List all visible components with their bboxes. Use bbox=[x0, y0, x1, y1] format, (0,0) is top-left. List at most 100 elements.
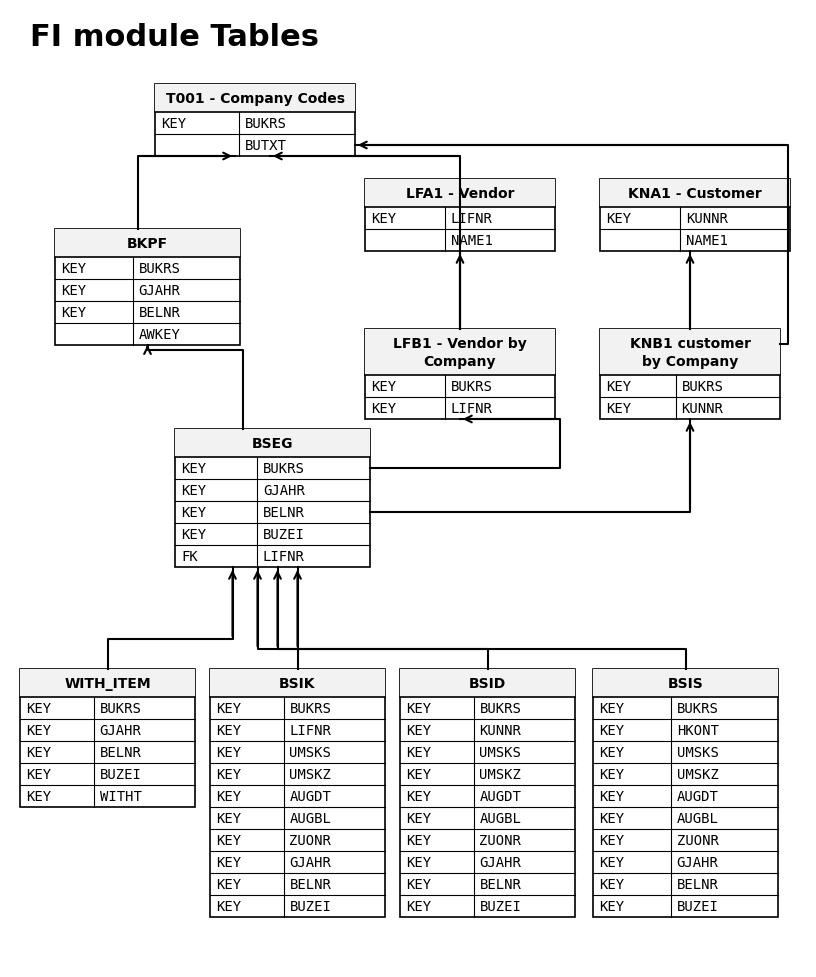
Bar bbox=[600, 180, 790, 208]
Bar bbox=[593, 669, 778, 917]
Text: KEY: KEY bbox=[216, 811, 241, 826]
Text: BELNR: BELNR bbox=[480, 877, 521, 891]
Text: KEY: KEY bbox=[599, 767, 624, 782]
Bar bbox=[175, 430, 370, 568]
Bar bbox=[155, 85, 355, 157]
Text: UMSKZ: UMSKZ bbox=[676, 767, 719, 782]
Text: KEY: KEY bbox=[216, 745, 241, 759]
Bar bbox=[600, 180, 790, 252]
Text: KEY: KEY bbox=[26, 789, 51, 803]
Text: BKPF: BKPF bbox=[127, 236, 168, 251]
Bar bbox=[365, 180, 555, 208]
Text: LIFNR: LIFNR bbox=[263, 549, 304, 564]
Text: KEY: KEY bbox=[599, 745, 624, 759]
Bar bbox=[365, 329, 555, 375]
Text: FI module Tables: FI module Tables bbox=[30, 23, 319, 53]
Text: KUNNR: KUNNR bbox=[685, 212, 728, 226]
Text: BELNR: BELNR bbox=[100, 745, 141, 759]
Text: AUGDT: AUGDT bbox=[480, 789, 521, 803]
Text: GJAHR: GJAHR bbox=[676, 855, 719, 870]
Text: BSEG: BSEG bbox=[252, 437, 293, 450]
Text: AUGBL: AUGBL bbox=[676, 811, 719, 826]
Bar bbox=[600, 329, 780, 419]
Text: KEY: KEY bbox=[26, 767, 51, 782]
Text: KEY: KEY bbox=[216, 855, 241, 870]
Text: KEY: KEY bbox=[406, 855, 431, 870]
Text: BUKRS: BUKRS bbox=[676, 701, 719, 715]
Text: KEY: KEY bbox=[599, 811, 624, 826]
Text: NAME1: NAME1 bbox=[685, 234, 728, 248]
Text: KEY: KEY bbox=[599, 789, 624, 803]
Bar bbox=[210, 669, 385, 917]
Text: ZUONR: ZUONR bbox=[676, 833, 719, 847]
Text: UMSKZ: UMSKZ bbox=[290, 767, 331, 782]
Text: BELNR: BELNR bbox=[676, 877, 719, 891]
Text: KEY: KEY bbox=[181, 461, 206, 476]
Text: BUKRS: BUKRS bbox=[139, 262, 180, 276]
Text: KEY: KEY bbox=[606, 402, 631, 415]
Bar bbox=[365, 180, 555, 252]
Text: KNA1 - Customer: KNA1 - Customer bbox=[628, 187, 762, 201]
Bar bbox=[593, 669, 778, 698]
Text: BUKRS: BUKRS bbox=[263, 461, 304, 476]
Text: KEY: KEY bbox=[599, 877, 624, 891]
Text: KEY: KEY bbox=[216, 701, 241, 715]
Text: KEY: KEY bbox=[26, 723, 51, 738]
Text: BUKRS: BUKRS bbox=[480, 701, 521, 715]
Text: WITH_ITEM: WITH_ITEM bbox=[64, 676, 151, 691]
Text: ZUONR: ZUONR bbox=[290, 833, 331, 847]
Bar bbox=[20, 669, 195, 698]
Text: KEY: KEY bbox=[599, 723, 624, 738]
Text: AUGBL: AUGBL bbox=[290, 811, 331, 826]
Text: BUZEI: BUZEI bbox=[100, 767, 141, 782]
Bar bbox=[175, 430, 370, 457]
Text: KEY: KEY bbox=[406, 745, 431, 759]
Text: BELNR: BELNR bbox=[263, 505, 304, 520]
Text: GJAHR: GJAHR bbox=[290, 855, 331, 870]
Text: T001 - Company Codes: T001 - Company Codes bbox=[166, 92, 344, 106]
Text: BUZEI: BUZEI bbox=[290, 899, 331, 913]
Text: KEY: KEY bbox=[216, 833, 241, 847]
Bar bbox=[400, 669, 575, 917]
Text: FK: FK bbox=[181, 549, 197, 564]
Bar bbox=[600, 329, 780, 375]
Text: KEY: KEY bbox=[406, 833, 431, 847]
Text: KEY: KEY bbox=[599, 701, 624, 715]
Text: LIFNR: LIFNR bbox=[450, 212, 493, 226]
Text: UMSKS: UMSKS bbox=[480, 745, 521, 759]
Text: BUKRS: BUKRS bbox=[245, 117, 287, 131]
Text: BSID: BSID bbox=[469, 676, 506, 691]
Text: KEY: KEY bbox=[181, 528, 206, 541]
Text: KEY: KEY bbox=[406, 811, 431, 826]
Text: LFB1 - Vendor by
Company: LFB1 - Vendor by Company bbox=[393, 337, 527, 368]
Text: KEY: KEY bbox=[216, 899, 241, 913]
Text: BUKRS: BUKRS bbox=[290, 701, 331, 715]
Text: AUGDT: AUGDT bbox=[290, 789, 331, 803]
Text: KEY: KEY bbox=[371, 212, 396, 226]
Text: KEY: KEY bbox=[606, 380, 631, 394]
Text: KUNNR: KUNNR bbox=[480, 723, 521, 738]
Text: HKONT: HKONT bbox=[676, 723, 719, 738]
Text: GJAHR: GJAHR bbox=[100, 723, 141, 738]
Text: KUNNR: KUNNR bbox=[681, 402, 724, 415]
Text: AUGDT: AUGDT bbox=[676, 789, 719, 803]
Bar bbox=[400, 669, 575, 698]
Text: KNB1 customer
by Company: KNB1 customer by Company bbox=[629, 337, 751, 368]
Text: KEY: KEY bbox=[599, 833, 624, 847]
Text: BSIK: BSIK bbox=[279, 676, 316, 691]
Bar bbox=[55, 230, 240, 258]
Text: KEY: KEY bbox=[216, 723, 241, 738]
Text: BELNR: BELNR bbox=[290, 877, 331, 891]
Text: KEY: KEY bbox=[599, 855, 624, 870]
Text: BUKRS: BUKRS bbox=[681, 380, 724, 394]
Text: KEY: KEY bbox=[161, 117, 186, 131]
Text: GJAHR: GJAHR bbox=[139, 283, 180, 298]
Text: KEY: KEY bbox=[371, 380, 396, 394]
Bar bbox=[20, 669, 195, 807]
Text: KEY: KEY bbox=[181, 484, 206, 497]
Bar bbox=[155, 85, 355, 113]
Text: UMSKZ: UMSKZ bbox=[480, 767, 521, 782]
Text: KEY: KEY bbox=[406, 767, 431, 782]
Text: BUTXT: BUTXT bbox=[245, 139, 287, 152]
Text: LIFNR: LIFNR bbox=[450, 402, 493, 415]
